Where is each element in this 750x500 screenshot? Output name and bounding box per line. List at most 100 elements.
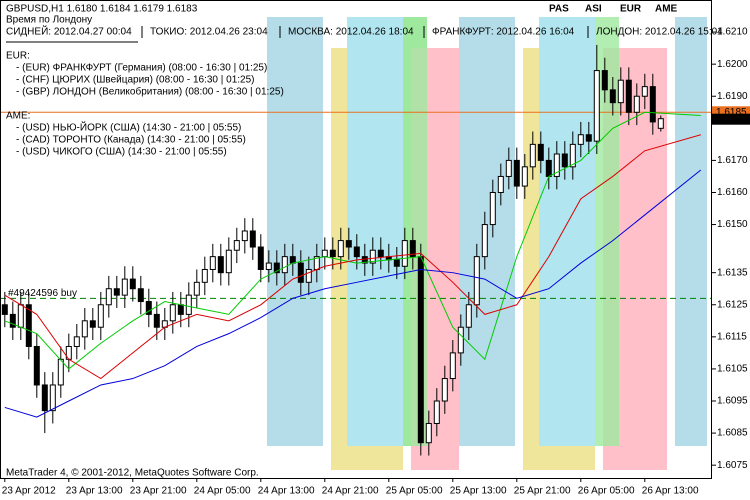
candle-body bbox=[73, 336, 80, 347]
candle-body bbox=[145, 301, 152, 315]
candle-body bbox=[153, 313, 160, 328]
candle-body bbox=[377, 249, 384, 258]
candle-body bbox=[633, 95, 640, 113]
candle-body bbox=[273, 262, 280, 274]
clock: ТОКИО: 2012.04.26 23:04 bbox=[150, 27, 268, 38]
session-tag: ASI bbox=[585, 4, 602, 15]
y-tick-label: 1.6190 bbox=[717, 91, 748, 102]
y-tick-label: 1.6210 bbox=[717, 27, 748, 38]
price-line-label: #49424596 buy bbox=[8, 288, 77, 299]
session-group: EUR: bbox=[6, 51, 30, 62]
candle-body bbox=[257, 246, 264, 270]
bid-tag-label: 1.6183 bbox=[716, 114, 747, 125]
candle-body bbox=[353, 246, 360, 258]
candle-body bbox=[297, 262, 304, 283]
session-item: - (USD) НЬЮ-ЙОРК (США) (14:30 - 21:00 | … bbox=[16, 121, 241, 134]
candle-body bbox=[481, 224, 488, 258]
candle-body bbox=[521, 166, 528, 187]
candle-body bbox=[113, 288, 120, 296]
candle-body bbox=[441, 378, 448, 402]
candle-body bbox=[57, 358, 64, 386]
x-tick-label: 24 Apr 05:00 bbox=[194, 486, 251, 497]
session-tag: PAS bbox=[549, 4, 569, 15]
candle-body bbox=[25, 304, 32, 347]
bid-tag bbox=[712, 113, 750, 125]
x-tick-label: 24 Apr 21:00 bbox=[322, 486, 379, 497]
clock: ЛОНДОН: 2012.04.26 15:04 bbox=[596, 27, 723, 38]
candle-body bbox=[593, 70, 600, 142]
price-tag bbox=[712, 106, 750, 118]
y-tick-label: 1.6115 bbox=[717, 331, 747, 342]
session-band bbox=[675, 17, 707, 446]
x-tick-label: 23 Apr 2012 bbox=[2, 486, 56, 497]
indicator-line bbox=[4, 169, 702, 418]
candle-body bbox=[393, 259, 400, 267]
candle-body bbox=[577, 134, 584, 145]
session-item: - (CHF) ЦЮРИХ (Швейцария) (08:00 - 16:30… bbox=[16, 75, 254, 86]
candle-body bbox=[417, 256, 424, 444]
candle-body bbox=[449, 352, 456, 380]
indicator-line bbox=[4, 111, 701, 370]
session-bands bbox=[267, 17, 707, 470]
candle-body bbox=[265, 262, 272, 270]
candle-body bbox=[193, 281, 200, 296]
session-band bbox=[539, 17, 595, 446]
chart-title: GBPUSD,H1 1.6180 1.6184 1.6179 1.6183 bbox=[6, 4, 198, 15]
x-tick-label: 25 Apr 21:00 bbox=[514, 486, 571, 497]
candle-body bbox=[497, 175, 504, 193]
candle-body bbox=[601, 70, 608, 91]
y-tick-label: 1.6105 bbox=[717, 364, 748, 375]
candle-body bbox=[9, 313, 16, 328]
candle-body bbox=[49, 384, 56, 412]
candle-body bbox=[585, 134, 592, 142]
session-item: - (GBP) ЛОНДОН (Великобритания) (08:00 -… bbox=[16, 86, 284, 98]
candle-body bbox=[513, 159, 520, 187]
clock: СИДНЕЙ: 2012.04.27 00:04 bbox=[6, 25, 132, 38]
candle-body bbox=[33, 345, 40, 386]
candle-body bbox=[505, 159, 512, 177]
candle-body bbox=[361, 256, 368, 264]
candle-body bbox=[433, 400, 440, 424]
y-tick-label: 1.6095 bbox=[717, 396, 748, 407]
y-tick-label: 1.6160 bbox=[717, 187, 748, 198]
candle-body bbox=[129, 278, 136, 290]
y-tick-label: 1.6125 bbox=[717, 299, 748, 310]
candle-body bbox=[241, 230, 248, 242]
y-tick-label: 1.6150 bbox=[717, 219, 748, 230]
candle-body bbox=[641, 86, 648, 97]
candle-body bbox=[201, 268, 208, 283]
candle-body bbox=[225, 249, 232, 274]
x-tick-label: 25 Apr 13:00 bbox=[450, 486, 507, 497]
candle-body bbox=[337, 240, 344, 258]
candle-body bbox=[41, 384, 48, 412]
y-tick-label: 1.6075 bbox=[717, 460, 748, 471]
plot-marks bbox=[0, 31, 750, 482]
session-band bbox=[347, 17, 403, 446]
candle-body bbox=[249, 230, 256, 248]
candle-body bbox=[345, 240, 352, 248]
candle-body bbox=[321, 249, 328, 258]
candle-body bbox=[529, 143, 536, 168]
candle-body bbox=[281, 256, 288, 274]
session-group: AME: bbox=[6, 111, 30, 122]
candle-body bbox=[121, 278, 128, 296]
candle-body bbox=[105, 288, 112, 306]
candle-body bbox=[169, 304, 176, 322]
session-tag: EUR bbox=[620, 4, 642, 15]
candle-body bbox=[401, 240, 408, 267]
candle-body bbox=[625, 79, 632, 113]
candle-body bbox=[137, 288, 144, 303]
candle-body bbox=[649, 86, 656, 123]
y-tick-label: 1.6085 bbox=[717, 428, 748, 439]
x-tick-label: 26 Apr 13:00 bbox=[642, 486, 699, 497]
candle-body bbox=[425, 422, 432, 444]
plot-frame bbox=[0, 0, 712, 479]
y-tick-label: 1.6135 bbox=[717, 267, 748, 278]
candle-body bbox=[305, 268, 312, 283]
candle-body bbox=[177, 304, 184, 315]
price-tag-label: 1.6185 bbox=[716, 107, 747, 118]
candle-body bbox=[489, 191, 496, 226]
x-tick-label: 25 Apr 05:00 bbox=[386, 486, 443, 497]
candle-body bbox=[217, 256, 224, 274]
